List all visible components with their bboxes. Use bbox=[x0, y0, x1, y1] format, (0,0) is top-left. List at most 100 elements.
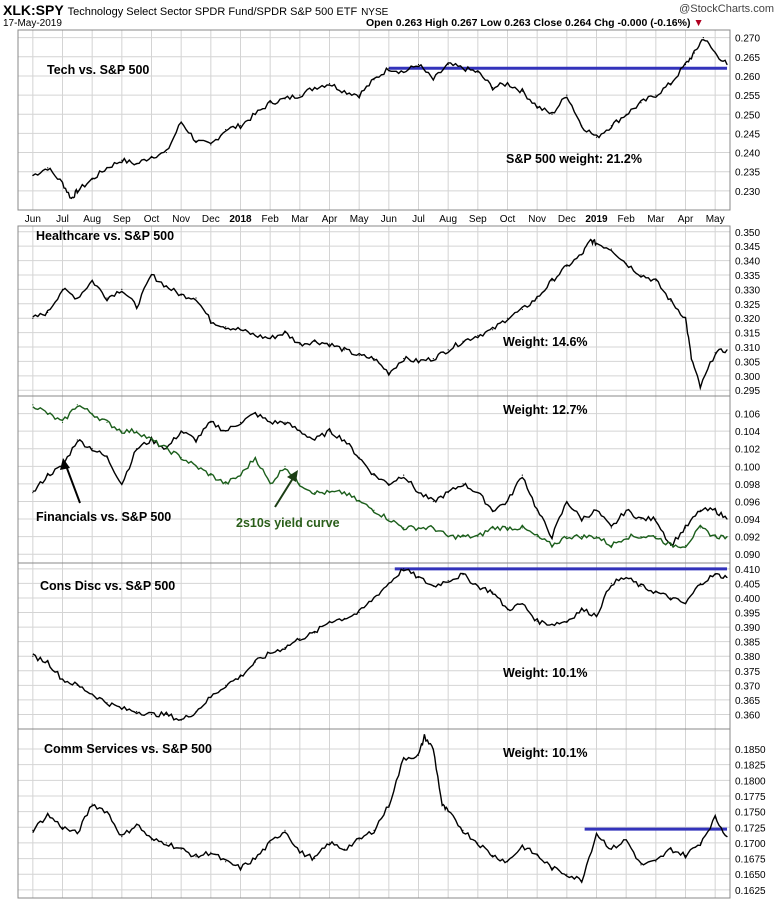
y-tick-label: 0.1650 bbox=[735, 870, 766, 881]
weight-annotation: S&P 500 weight: 21.2% bbox=[506, 152, 642, 166]
data-point bbox=[32, 404, 34, 406]
data-point bbox=[702, 37, 704, 39]
exchange-label: NYSE bbox=[361, 7, 389, 18]
data-point bbox=[373, 509, 375, 511]
data-point bbox=[640, 536, 642, 538]
panel-title: Tech vs. S&P 500 bbox=[47, 63, 149, 77]
data-point bbox=[432, 527, 434, 529]
data-point bbox=[726, 63, 728, 66]
data-point bbox=[165, 448, 167, 450]
y-tick-label: 0.320 bbox=[735, 314, 760, 325]
data-point bbox=[551, 280, 553, 282]
data-point bbox=[180, 121, 182, 123]
data-point bbox=[180, 430, 182, 432]
x-tick-label: Dec bbox=[202, 214, 220, 225]
data-point bbox=[121, 483, 123, 485]
data-point bbox=[106, 167, 108, 169]
data-point bbox=[61, 288, 64, 290]
data-point bbox=[670, 83, 672, 85]
data-point bbox=[76, 439, 78, 441]
data-point bbox=[121, 708, 123, 710]
weight-annotation: Weight: 10.1% bbox=[503, 746, 588, 760]
data-point bbox=[699, 386, 701, 388]
x-tick-label: Apr bbox=[322, 214, 338, 225]
data-point bbox=[328, 343, 331, 345]
data-point bbox=[492, 854, 494, 857]
data-point bbox=[551, 544, 553, 547]
data-point bbox=[551, 113, 553, 115]
data-point bbox=[690, 357, 693, 360]
price-quote: Open 0.263 High 0.267 Low 0.263 Close 0.… bbox=[366, 17, 704, 29]
data-point bbox=[254, 661, 256, 663]
data-point bbox=[625, 113, 627, 115]
x-tick-label: Feb bbox=[618, 214, 636, 225]
y-tick-label: 0.305 bbox=[735, 357, 760, 368]
data-point bbox=[595, 614, 598, 617]
data-point bbox=[462, 340, 464, 342]
data-point bbox=[447, 811, 449, 813]
ticker-symbol: XLK:SPY bbox=[3, 2, 64, 18]
data-point bbox=[536, 509, 538, 511]
data-point bbox=[373, 357, 375, 360]
panel-title: Cons Disc vs. S&P 500 bbox=[40, 579, 175, 593]
data-point bbox=[566, 620, 568, 622]
data-point bbox=[403, 568, 405, 570]
data-point bbox=[165, 713, 167, 716]
data-point bbox=[358, 355, 360, 357]
data-point bbox=[670, 544, 672, 547]
data-point bbox=[595, 136, 598, 138]
y-tick-label: 0.1725 bbox=[735, 823, 766, 834]
data-point bbox=[670, 300, 672, 302]
y-tick-label: 0.106 bbox=[735, 410, 760, 421]
data-point bbox=[269, 102, 271, 104]
data-point bbox=[610, 248, 612, 250]
data-point bbox=[388, 483, 390, 485]
data-point bbox=[106, 456, 108, 459]
data-point bbox=[492, 591, 494, 593]
panel-5: 0.1850 0.1825 0.1800 0.1775 0.1750 0.1725 0.17… bbox=[17, 728, 766, 899]
data-point bbox=[32, 174, 34, 177]
y-tick-label: 0.365 bbox=[735, 696, 760, 707]
data-point bbox=[76, 297, 78, 299]
data-point bbox=[314, 492, 316, 494]
y-tick-label: 0.1675 bbox=[735, 855, 766, 866]
data-point bbox=[254, 412, 256, 415]
chart-header-line: XLK:SPY Technology Select Sector SPDR Fu… bbox=[3, 2, 388, 18]
data-point bbox=[423, 735, 426, 738]
data-point bbox=[165, 842, 167, 844]
data-point bbox=[655, 94, 657, 96]
x-tick-label: Jun bbox=[381, 214, 397, 225]
data-point bbox=[714, 52, 716, 54]
data-point bbox=[165, 285, 167, 288]
data-point bbox=[210, 851, 212, 853]
data-point bbox=[581, 125, 583, 127]
x-tick-label: Dec bbox=[558, 214, 576, 225]
data-point bbox=[521, 474, 523, 476]
data-point bbox=[506, 83, 509, 85]
y-tick-label: 0.405 bbox=[735, 579, 760, 590]
data-point bbox=[625, 536, 627, 538]
x-tick-label: 2018 bbox=[229, 214, 252, 225]
data-point bbox=[239, 125, 242, 127]
data-point bbox=[180, 719, 182, 721]
data-point bbox=[506, 500, 509, 503]
data-point bbox=[210, 421, 212, 423]
data-point bbox=[136, 823, 138, 825]
panel-title: Financials vs. S&P 500 bbox=[36, 510, 171, 524]
data-point bbox=[195, 856, 197, 858]
data-point bbox=[595, 242, 598, 244]
data-point bbox=[462, 67, 464, 69]
data-point bbox=[655, 280, 657, 282]
data-point bbox=[210, 696, 212, 698]
data-point bbox=[136, 430, 138, 432]
data-point bbox=[269, 652, 271, 654]
data-point bbox=[521, 527, 523, 529]
data-point bbox=[225, 430, 227, 432]
data-point bbox=[521, 603, 523, 605]
yield-curve-label: 2s10s yield curve bbox=[236, 516, 340, 530]
data-point bbox=[595, 509, 598, 511]
data-point bbox=[121, 836, 123, 838]
y-tick-label: 0.265 bbox=[735, 53, 760, 64]
data-point bbox=[388, 804, 390, 806]
